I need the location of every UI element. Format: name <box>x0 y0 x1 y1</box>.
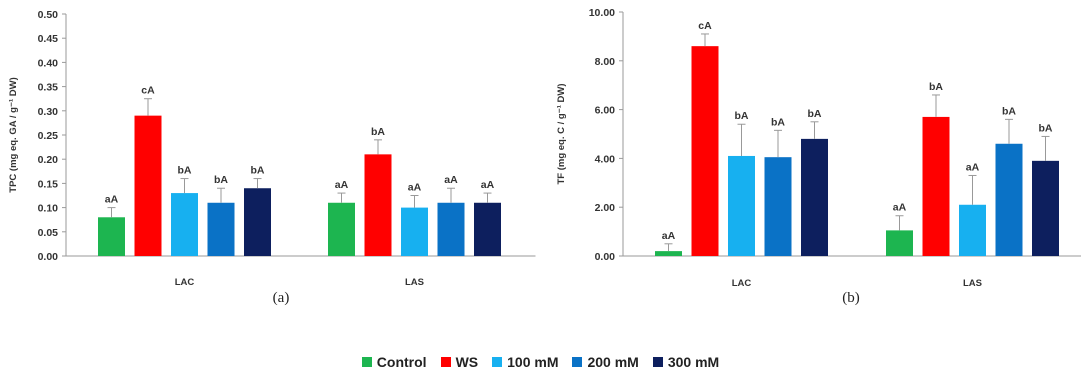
significance-label: bA <box>178 165 192 177</box>
y-tick-label: 0.10 <box>38 203 59 215</box>
significance-label: aA <box>966 161 980 173</box>
y-tick-label: 0.25 <box>38 130 59 142</box>
bar-control-lac <box>98 217 125 256</box>
legend-label: 300 mM <box>667 354 720 370</box>
category-label-las: LAS <box>963 278 982 289</box>
significance-label: cA <box>141 85 155 97</box>
y-tick-label: 0.45 <box>38 33 59 45</box>
bar-100-mm-las <box>401 207 428 256</box>
significance-label: bA <box>371 126 385 138</box>
y-tick-label: 10.00 <box>589 7 615 19</box>
legend-item-300-mm: 300 mM <box>652 354 720 370</box>
significance-label: bA <box>735 110 749 122</box>
panel-label: (a) <box>273 290 290 306</box>
bar-300-mm-lac <box>244 188 271 256</box>
legend-label: Control <box>376 354 427 370</box>
bar-control-las <box>328 202 355 256</box>
y-tick-label: 8.00 <box>595 56 616 68</box>
y-tick-label: 2.00 <box>595 202 616 214</box>
legend-swatch <box>572 357 583 367</box>
significance-label: bA <box>808 108 822 120</box>
panel-label: (b) <box>842 290 860 306</box>
significance-label: bA <box>929 81 943 93</box>
y-tick-label: 0.40 <box>38 57 59 69</box>
bar-control-las <box>886 230 913 256</box>
bar-100-mm-lac <box>728 155 755 256</box>
legend-item-200-mm: 200 mM <box>572 354 639 370</box>
significance-label: aA <box>408 182 422 194</box>
legend-item-ws: WS <box>440 354 479 370</box>
chart-panel-a: 0.00 0.05 0.10 0.15 0.20 0.25 0.30 0.35 0.40 0.45… <box>8 9 536 306</box>
legend-swatch <box>492 357 503 367</box>
significance-label: aA <box>444 174 458 186</box>
legend-item-control: Control <box>361 354 427 370</box>
legend-swatch <box>361 357 372 367</box>
significance-label: aA <box>335 179 349 191</box>
category-label-lac: LAC <box>175 277 195 288</box>
bar-200-mm-las <box>437 202 465 256</box>
y-axis-label: TF (mg eq. C / g⁻¹ DW) <box>556 83 567 184</box>
y-tick-label: 0.35 <box>38 82 59 94</box>
y-tick-label: 4.00 <box>595 153 616 165</box>
bar-100-mm-las <box>959 204 986 256</box>
significance-label: bA <box>1002 105 1016 117</box>
legend-swatch <box>652 357 663 367</box>
significance-label: bA <box>214 174 228 186</box>
y-tick-label: 0.05 <box>38 227 59 239</box>
y-tick-label: 0.20 <box>38 154 59 166</box>
bar-ws-lac <box>691 46 719 256</box>
bar-ws-las <box>922 116 950 256</box>
y-axis-label: TPC (mg eq. GA / g⁻¹ DW) <box>8 77 19 192</box>
y-tick-label: 6.00 <box>595 105 616 117</box>
y-tick-label: 0.00 <box>595 251 616 263</box>
bar-300-mm-las <box>474 202 501 256</box>
bar-ws-lac <box>134 115 162 256</box>
bar-control-lac <box>655 251 682 256</box>
y-tick-label: 0.50 <box>38 9 59 21</box>
bar-200-mm-lac <box>764 157 792 256</box>
legend: Control WS 100 mM 200 mM 300 mM <box>0 354 1081 370</box>
y-tick-label: 0.30 <box>38 106 59 118</box>
significance-label: aA <box>105 194 119 206</box>
bar-300-mm-lac <box>801 138 828 256</box>
chart-panel-b: 0.00 2.00 4.00 6.00 8.00 10.00 TF (mg eq. C / … <box>556 7 1081 306</box>
significance-label: bA <box>1039 122 1053 134</box>
significance-label: aA <box>662 230 676 242</box>
legend-swatch <box>440 357 451 367</box>
bar-300-mm-las <box>1032 160 1059 256</box>
category-label-lac: LAC <box>732 278 752 289</box>
legend-label: 100 mM <box>507 354 559 370</box>
legend-label: 200 mM <box>587 354 639 370</box>
bar-200-mm-las <box>995 143 1023 256</box>
bar-100-mm-lac <box>171 193 198 256</box>
significance-label: aA <box>481 179 495 191</box>
bar-200-mm-lac <box>207 202 235 256</box>
y-tick-label: 0.15 <box>38 178 59 190</box>
legend-label: WS <box>455 354 479 370</box>
legend-item-100-mm: 100 mM <box>492 354 558 370</box>
y-tick-label: 0.00 <box>38 251 59 263</box>
significance-label: cA <box>698 20 712 32</box>
significance-label: aA <box>893 202 907 214</box>
significance-label: bA <box>771 116 785 128</box>
significance-label: bA <box>251 165 265 177</box>
bar-ws-las <box>364 154 392 256</box>
category-label-las: LAS <box>405 277 424 288</box>
